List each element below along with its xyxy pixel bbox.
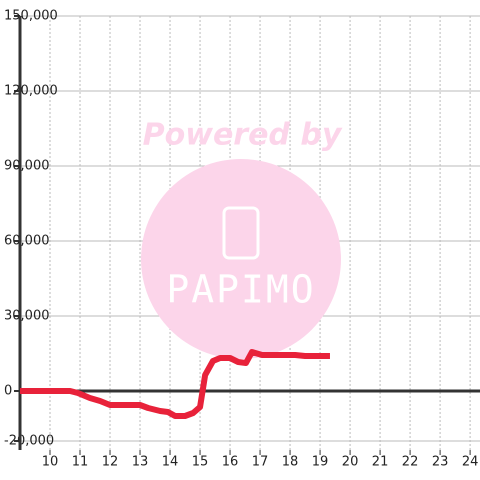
x-tick-label: 11 bbox=[72, 455, 89, 470]
data-line bbox=[20, 349, 330, 419]
y-tick-label: 150,000 bbox=[4, 9, 58, 24]
x-tick-label: 19 bbox=[312, 455, 329, 470]
x-tick-label: 10 bbox=[42, 455, 59, 470]
y-tick-label: 90,000 bbox=[4, 159, 50, 174]
y-tick-label: -20,000 bbox=[4, 434, 54, 449]
x-tick-label: 17 bbox=[252, 455, 269, 470]
x-tick-label: 20 bbox=[342, 455, 359, 470]
x-tick-label: 16 bbox=[222, 455, 239, 470]
x-tick-label: 18 bbox=[282, 455, 299, 470]
x-tick-label: 15 bbox=[192, 455, 209, 470]
x-tick-label: 13 bbox=[132, 455, 149, 470]
x-tick-label: 24 bbox=[462, 455, 479, 470]
plot: 10 11 12 13 14 15 16 17 18 19 20 21 22 23 24 -20,000 0 30… bbox=[4, 9, 478, 470]
x-tick-label: 12 bbox=[102, 455, 119, 470]
y-tick-label: 120,000 bbox=[4, 84, 58, 99]
watermark-logo: PAPIMO bbox=[166, 268, 315, 312]
x-tick-label: 21 bbox=[372, 455, 389, 470]
y-tick-label: 0 bbox=[4, 384, 12, 399]
x-tick-label: 14 bbox=[162, 455, 179, 470]
y-tick-label: 60,000 bbox=[4, 234, 50, 249]
watermark-text: Powered by bbox=[143, 118, 343, 153]
watermark-phone bbox=[222, 206, 260, 260]
y-tick-label: 30,000 bbox=[4, 309, 50, 324]
watermark: Powered by PAPIMO bbox=[141, 118, 343, 359]
x-tick-label: 22 bbox=[402, 455, 419, 470]
x-tick-label: 23 bbox=[432, 455, 449, 470]
